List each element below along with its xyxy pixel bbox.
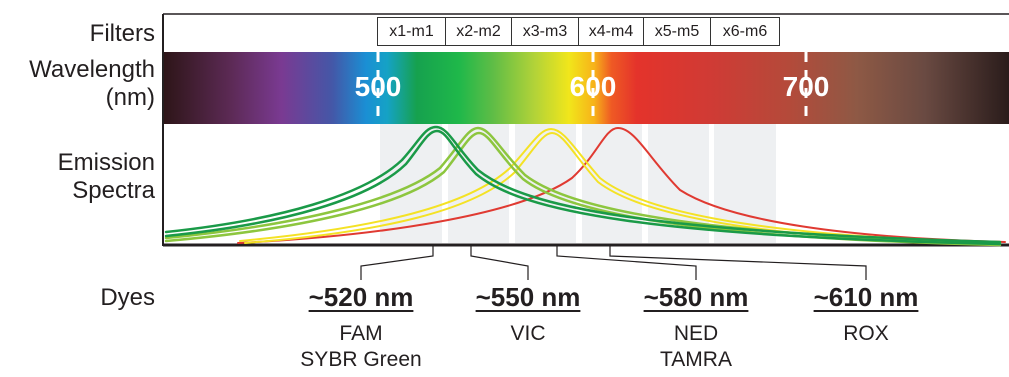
rox-emission-curve bbox=[237, 126, 1006, 244]
filter-x4-m4: x4-m4 bbox=[578, 17, 644, 46]
wavelength-label: Wavelength bbox=[29, 56, 155, 83]
dye-name-rox: ROX bbox=[843, 322, 889, 345]
dye-name-sybr-green: SYBR Green bbox=[300, 348, 422, 371]
wavelength-row-label: Wavelength (nm) bbox=[29, 56, 155, 112]
filter-x1-m1: x1-m1 bbox=[377, 17, 446, 46]
fam-emission-curve bbox=[164, 125, 1002, 244]
dye-peak-550: ~550 nm bbox=[475, 282, 581, 312]
vic-emission-curve bbox=[164, 126, 1002, 245]
emission-label: Emission bbox=[57, 149, 155, 176]
wavelength-spectrum-bar bbox=[163, 52, 1009, 124]
wavelength-unit-label: (nm) bbox=[105, 84, 155, 111]
filter-band-3 bbox=[515, 124, 576, 243]
dye-name-vic: VIC bbox=[510, 322, 546, 345]
filter-x2-m2: x2-m2 bbox=[445, 17, 512, 46]
dye-name-fam: FAM bbox=[339, 322, 383, 345]
connector-610 bbox=[609, 246, 867, 280]
dye-peak-610: ~610 nm bbox=[813, 282, 919, 312]
wavelength-tick-label-500: 500 bbox=[354, 71, 402, 102]
dye-name-ned: NED bbox=[673, 322, 719, 345]
connector-550 bbox=[470, 246, 529, 280]
dye-connector-lines bbox=[360, 246, 867, 280]
spectra-label: Spectra bbox=[72, 177, 155, 204]
filter-x5-m5: x5-m5 bbox=[643, 17, 711, 46]
dyes-label: Dyes bbox=[100, 284, 155, 311]
dye-peak-520: ~520 nm bbox=[308, 282, 414, 312]
connector-580 bbox=[556, 246, 697, 280]
filter-x3-m3: x3-m3 bbox=[511, 17, 579, 46]
wavelength-tick-lines bbox=[376, 52, 808, 124]
dyes-row-label: Dyes bbox=[100, 284, 155, 312]
filter-band-4 bbox=[582, 124, 642, 243]
filters-row-label: Filters bbox=[90, 20, 155, 48]
filter-band-6 bbox=[714, 124, 776, 243]
wavelength-tick-label-700: 700 bbox=[782, 71, 830, 102]
filters-label: Filters bbox=[89, 20, 155, 47]
wavelength-tick-label-600: 600 bbox=[569, 71, 617, 102]
dye-name-tamra: TAMRA bbox=[660, 348, 732, 371]
connector-520 bbox=[360, 246, 434, 280]
emission-row-label: Emission Spectra bbox=[58, 149, 155, 205]
filter-x6-m6: x6-m6 bbox=[710, 17, 780, 46]
dye-peak-580: ~580 nm bbox=[643, 282, 749, 312]
ned-emission-curve bbox=[239, 127, 1001, 243]
